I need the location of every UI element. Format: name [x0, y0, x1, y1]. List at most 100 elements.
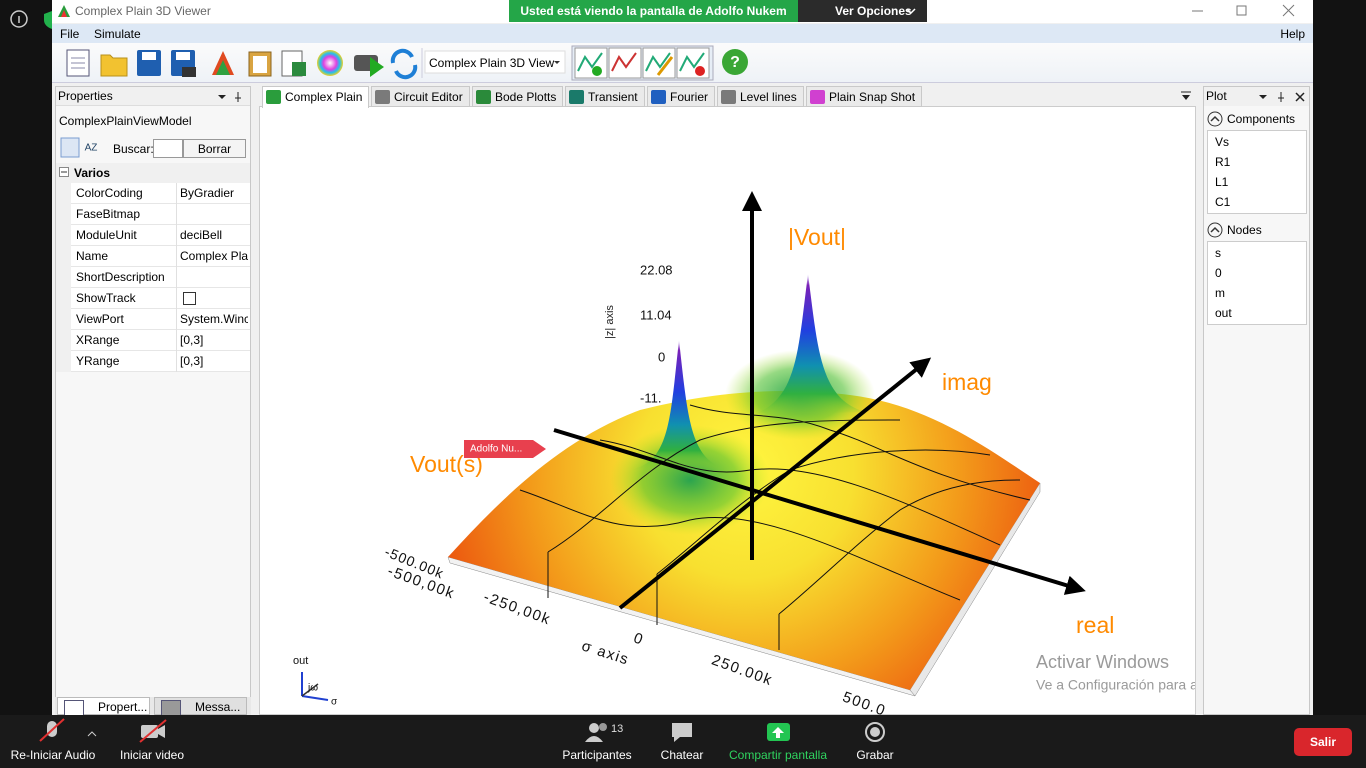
- participants-icon[interactable]: [585, 723, 607, 742]
- help-menu[interactable]: Help: [1280, 27, 1305, 41]
- search-box[interactable]: [153, 139, 183, 158]
- x-tick-label: 250.00k: [709, 652, 775, 690]
- tab-icon: [266, 90, 281, 104]
- meeting-toolbar: 13 Salir: [0, 715, 1366, 768]
- panel-menu[interactable]: [1259, 95, 1267, 99]
- remove-trace-button[interactable]: [676, 47, 710, 79]
- group-list: Vs R1 L1 C1: [1207, 130, 1307, 214]
- share-label: Compartir pantalla: [728, 748, 828, 762]
- chat-icon[interactable]: [672, 723, 692, 742]
- audio-icon[interactable]: [39, 718, 97, 742]
- clear-button[interactable]: Borrar: [183, 139, 246, 158]
- document-tab[interactable]: Circuit Editor: [371, 86, 470, 107]
- document-tab[interactable]: Plain Snap Shot: [806, 86, 922, 107]
- toolbar-icons: ?: [66, 45, 748, 81]
- pole-peak: [630, 340, 730, 470]
- document-tab[interactable]: Level lines: [717, 86, 804, 107]
- presenter-pointer: Adolfo Nu...: [464, 440, 546, 458]
- property-divider: [176, 351, 177, 372]
- group-header[interactable]: Nodes: [1207, 221, 1307, 239]
- property-divider: [176, 246, 177, 267]
- collapse-icon[interactable]: [1207, 111, 1223, 127]
- save-button[interactable]: [137, 50, 161, 76]
- group-item[interactable]: s: [1215, 246, 1221, 260]
- property-row[interactable]: Name Complex Pla: [56, 246, 250, 267]
- group-item[interactable]: Vs: [1215, 135, 1230, 149]
- save-as-button[interactable]: [171, 50, 196, 77]
- tab-list-button[interactable]: [1179, 90, 1193, 102]
- collapse-icon[interactable]: [59, 167, 70, 178]
- menu-item[interactable]: Simulate: [94, 27, 141, 41]
- clear-button-text: Borrar: [197, 142, 232, 156]
- paste-button[interactable]: [248, 51, 272, 77]
- collapse-icon[interactable]: [1207, 222, 1223, 238]
- group-item[interactable]: out: [1215, 306, 1232, 320]
- trace-button[interactable]: [608, 47, 642, 79]
- group-item[interactable]: 0: [1215, 266, 1222, 280]
- panel-tab[interactable]: Messa...: [154, 697, 247, 716]
- panel-tab[interactable]: Propert...: [57, 697, 150, 716]
- property-name: FaseBitmap: [76, 207, 141, 221]
- tab-icon: [64, 700, 84, 716]
- property-name: ModuleUnit: [76, 228, 137, 242]
- property-gutter: [56, 351, 71, 372]
- open-button[interactable]: [100, 54, 128, 77]
- color-wheel-button[interactable]: [317, 50, 343, 76]
- surface-button[interactable]: [212, 51, 234, 75]
- edit-trace-button[interactable]: [642, 47, 676, 79]
- group-item[interactable]: L1: [1215, 175, 1229, 189]
- simulate-button[interactable]: [354, 55, 384, 77]
- property-row[interactable]: ColorCoding ByGradier: [56, 183, 250, 204]
- document-tab[interactable]: Fourier: [647, 86, 715, 107]
- view-options-button[interactable]: Ver Opciones: [798, 0, 927, 22]
- video-icon[interactable]: [139, 719, 167, 743]
- x-tick-label: 0: [631, 630, 646, 649]
- add-trace-button[interactable]: [574, 47, 608, 79]
- document-tab-label: Complex Plain: [285, 90, 363, 104]
- panel-pin[interactable]: [235, 92, 241, 102]
- document-tab[interactable]: Complex Plain: [262, 86, 369, 108]
- pole-shadow: [610, 425, 770, 535]
- panel-close[interactable]: [1295, 92, 1305, 102]
- property-row[interactable]: ViewPort System.Winc: [56, 309, 250, 330]
- property-row[interactable]: ModuleUnit deciBell: [56, 225, 250, 246]
- categorized-button[interactable]: [60, 137, 80, 158]
- imag-axis: [618, 357, 932, 610]
- new-button[interactable]: [66, 49, 90, 77]
- panel-menu[interactable]: [218, 95, 226, 99]
- group-item[interactable]: R1: [1215, 155, 1231, 169]
- property-row[interactable]: ShortDescription: [56, 267, 250, 288]
- record-icon[interactable]: [865, 722, 885, 742]
- property-row[interactable]: FaseBitmap: [56, 204, 250, 225]
- properties-tabs: Propert... Messa...: [55, 697, 251, 716]
- property-row[interactable]: YRange [0,3]: [56, 351, 250, 372]
- property-row[interactable]: XRange [0,3]: [56, 330, 250, 351]
- help-button[interactable]: ?: [722, 49, 748, 75]
- group-item[interactable]: m: [1215, 286, 1225, 300]
- group-header[interactable]: Components: [1207, 110, 1307, 128]
- export-button[interactable]: [281, 50, 306, 77]
- property-gutter: [56, 204, 71, 225]
- tab-icon: [161, 700, 181, 716]
- checkbox[interactable]: [183, 292, 196, 305]
- property-name: ShortDescription: [76, 270, 165, 284]
- info-icon[interactable]: [10, 10, 28, 28]
- document-tab[interactable]: Transient: [565, 86, 645, 107]
- property-divider: [176, 330, 177, 351]
- leave-button[interactable]: [1294, 728, 1352, 756]
- window-controls: [1192, 4, 1295, 17]
- close-button[interactable]: [1282, 4, 1295, 17]
- group-item[interactable]: C1: [1215, 195, 1231, 209]
- menu-item[interactable]: File: [60, 27, 80, 41]
- refresh-button[interactable]: [390, 48, 418, 80]
- alpha-sort-glyph[interactable]: AZ: [85, 143, 98, 154]
- document-tab-label: Fourier: [670, 90, 709, 104]
- share-icon[interactable]: [767, 723, 790, 741]
- document-tab[interactable]: Bode Plotts: [472, 86, 563, 107]
- view-selector[interactable]: [424, 50, 566, 74]
- panel-pin[interactable]: [1278, 92, 1284, 102]
- activation-subtitle: Ve a Configuración para activar Windows.: [1036, 677, 1195, 693]
- audio-label: Re-Iniciar Audio: [10, 748, 96, 762]
- property-row[interactable]: ShowTrack: [56, 288, 250, 309]
- maximize-button[interactable]: [1236, 5, 1247, 16]
